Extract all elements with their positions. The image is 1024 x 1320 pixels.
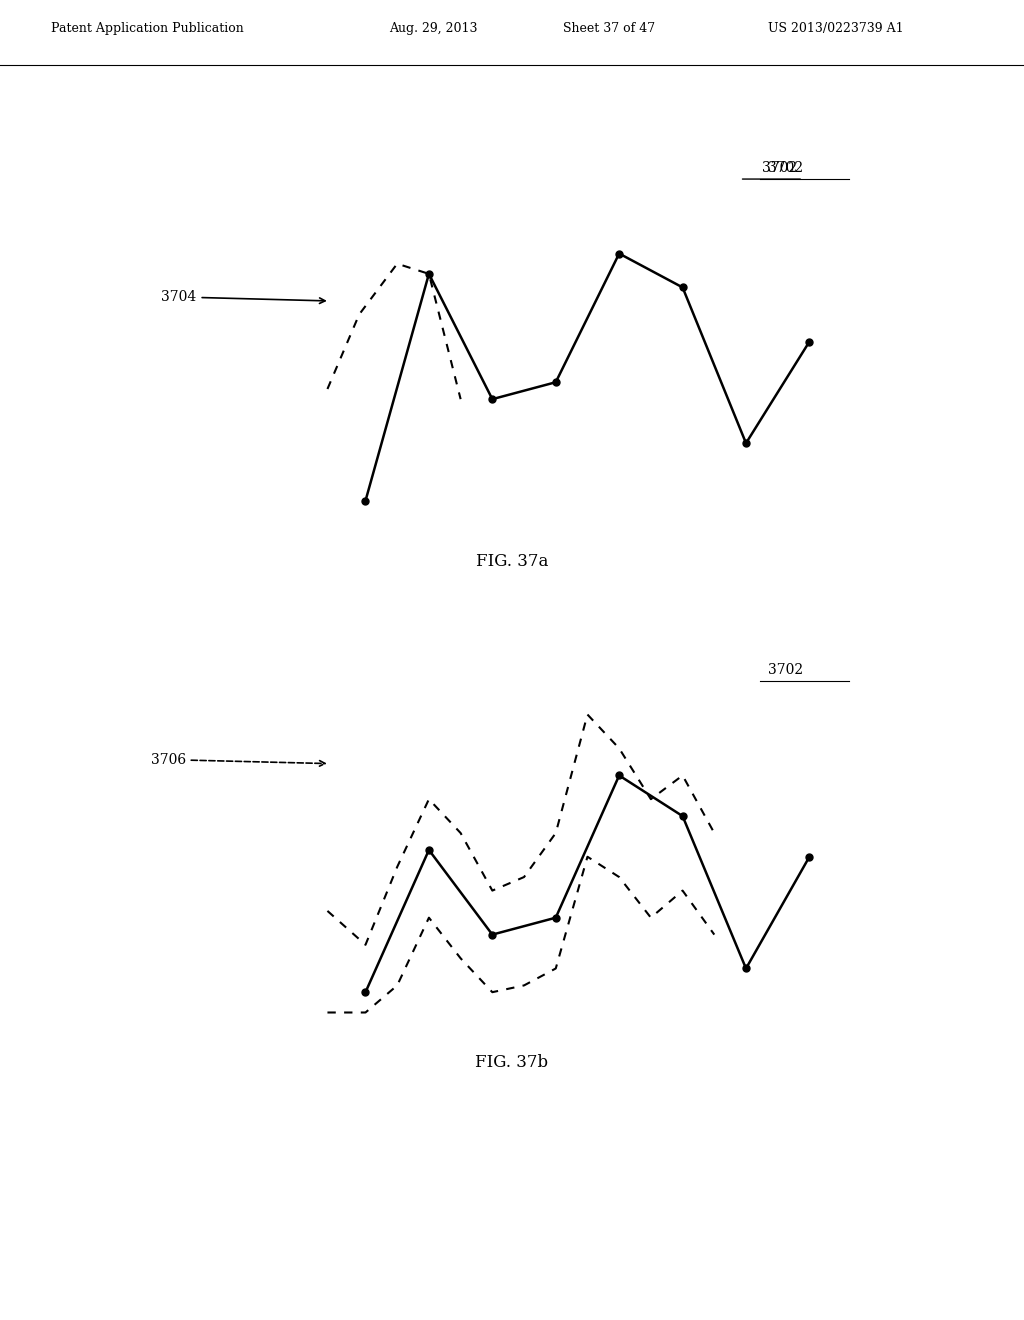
Text: 3704: 3704 xyxy=(162,290,325,304)
Text: FIG. 37b: FIG. 37b xyxy=(475,1055,549,1071)
Text: US 2013/0223739 A1: US 2013/0223739 A1 xyxy=(768,22,903,36)
Text: 3702: 3702 xyxy=(762,161,797,176)
Text: Aug. 29, 2013: Aug. 29, 2013 xyxy=(389,22,477,36)
Text: 3702: 3702 xyxy=(768,663,804,677)
Text: 3706: 3706 xyxy=(151,752,325,767)
Text: Sheet 37 of 47: Sheet 37 of 47 xyxy=(563,22,655,36)
Text: Patent Application Publication: Patent Application Publication xyxy=(51,22,244,36)
Text: FIG. 37a: FIG. 37a xyxy=(476,553,548,569)
Text: 3702: 3702 xyxy=(768,161,804,176)
